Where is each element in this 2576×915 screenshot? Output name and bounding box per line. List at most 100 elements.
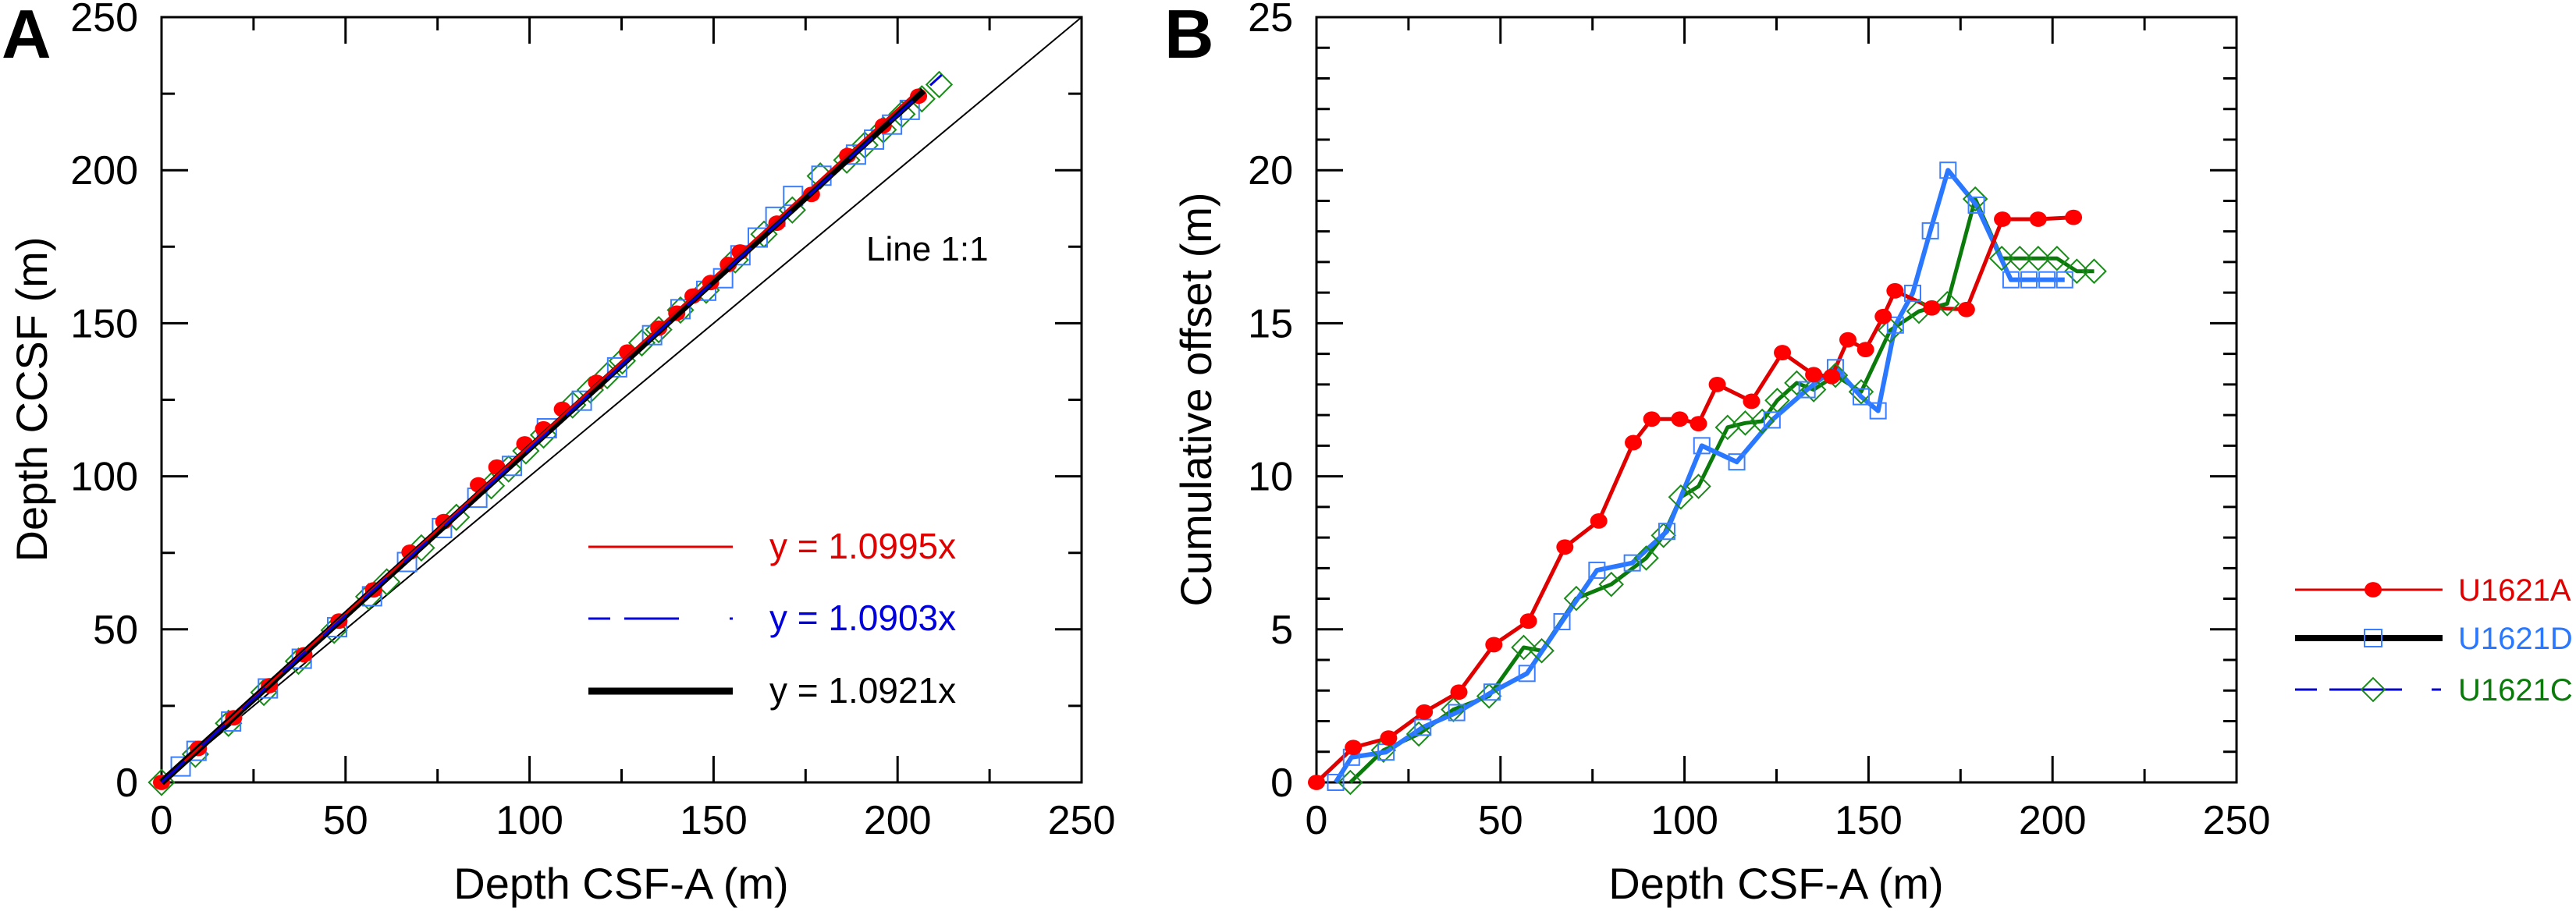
data-point-u1621a [1957,301,1975,317]
data-point-u1621a [1450,684,1468,700]
panel-a-x-axis-title: Depth CSF-A (m) [453,859,788,908]
panel-a-x-tick-label: 200 [864,798,932,843]
panel-b-y-tick-label: 20 [1248,148,1293,193]
data-point-u1621d [1588,562,1606,580]
panel-b-x-tick-label: 0 [1306,798,1328,843]
data-point-u1621c [373,568,401,596]
data-point-u1621d [1763,411,1781,429]
data-point-u1621c [1848,379,1874,405]
data-point-u1621c [1633,545,1659,571]
panel-b-y-tick-label: 25 [1248,0,1293,41]
data-point-u1621d [1869,402,1887,420]
data-point-u1621a [1308,775,1325,790]
panel-a-y-axis-title: Depth CCSF (m) [7,237,56,562]
data-point-u1621a [1345,739,1363,756]
data-point-u1621d [170,756,191,777]
panel-a-y-tick-label: 200 [70,148,138,193]
data-point-u1621a [1485,637,1503,653]
data-point-u1621c [407,534,435,562]
data-point-u1621d [747,227,768,248]
series-line-u1621a [1315,215,2074,784]
data-point-u1621d [2002,271,2020,289]
panel-a-x-tick-label: 150 [680,798,748,843]
panel-a-y-tick-label: 150 [70,301,138,346]
legend-b-label-u1621a: U1621A [2458,573,2571,608]
data-point-u1621a [2029,211,2047,227]
data-point-u1621c [1714,414,1741,441]
data-point-u1621c [1877,317,1903,343]
panel-b-x-tick-label: 150 [1835,798,1903,843]
data-point-u1621d [1903,284,1921,302]
data-point-u1621c [442,503,471,531]
data-point-u1621c [1650,523,1676,548]
panel-b-x-tick-label: 200 [2019,798,2087,843]
line-1-1 [161,16,1082,783]
data-point-u1621d [1658,523,1675,541]
data-point-u1621d [1327,774,1345,791]
data-point-u1621d [1939,161,1957,179]
data-point-u1621c [1529,638,1554,664]
panel-b-x-tick-label: 100 [1650,798,1718,843]
data-point-u1621a [1856,342,1874,358]
data-point-u1621c [1784,370,1810,396]
data-point-u1621c [1749,408,1775,434]
panel-a-label: A [2,0,52,73]
panel-a-x-tick-label: 50 [323,798,368,843]
data-point-u1621c [1935,291,1960,317]
panel-b-x-tick-label: 50 [1478,798,1523,843]
data-point-u1621d [1852,388,1870,406]
panel-b-plot: 0 50 100 150 200 250 0 5 10 15 20 25 [1248,0,2443,843]
data-point-u1621c [1598,571,1625,598]
panel-a-y-tick-label: 0 [115,761,138,806]
data-point-u1621a [1994,211,2012,227]
line-1-1-annotation: Line 1:1 [866,230,989,268]
data-point-u1621d [606,356,627,378]
data-point-u1621d [1553,612,1571,630]
data-point-u1621c [1988,245,2015,271]
panel-b-label: B [1164,0,1214,73]
data-point-u1621a [1590,512,1608,529]
panel-b-y-axis-title: Cumulative offset (m) [1171,192,1220,606]
data-point-u1621a [1874,308,1892,325]
panel-a-y-tick-label: 50 [93,608,138,653]
data-point-u1621d [571,390,592,411]
data-point-u1621a [2065,209,2083,225]
panel-b-x-axis-title: Depth CSF-A (m) [1608,859,1943,908]
legend-b-marker-u1621d [2364,629,2382,647]
regression-line-dashed [160,73,943,784]
data-point-u1621d [1967,196,1985,214]
data-point-u1621a [1774,345,1792,360]
data-point-u1621c [1370,737,1397,764]
legend-a-label-red: y = 1.0995x [769,526,956,566]
panel-a-y-tick-label: 100 [70,455,138,500]
panel-b-y-tick-label: 0 [1270,761,1293,806]
data-point-u1621c [1405,721,1432,747]
data-point-u1621d [1798,381,1816,399]
data-point-u1621c [1800,377,1827,403]
data-point-u1621a [1519,613,1537,630]
data-point-u1621a [1380,730,1398,747]
data-point-u1621c [2081,258,2107,284]
data-point-u1621c [925,70,954,98]
data-point-u1621a [1886,282,1904,299]
data-point-u1621d [1623,554,1641,572]
panel-a-y-tick-label: 250 [70,0,138,41]
legend-b-label-u1621d: U1621D [2458,622,2573,656]
legend-a-label-black: y = 1.0921x [769,670,956,711]
panel-a-x-tick-label: 250 [1048,798,1116,843]
panel-a-x-tick-label: 0 [151,798,173,843]
data-point-u1621d [1518,665,1536,683]
data-point-u1621c [1476,683,1502,709]
data-point-u1621a [1823,368,1841,385]
panel-b-x-tick-label: 250 [2203,798,2271,843]
data-point-u1621a [1671,411,1689,427]
data-point-u1621a [1743,393,1761,410]
data-point-u1621c [2044,245,2070,271]
data-point-u1621c [1668,484,1694,510]
data-point-u1621c [1511,634,1537,661]
data-point-u1621c [1686,473,1711,499]
data-point-u1621a [1556,539,1574,555]
legend-b-label-u1621c: U1621C [2458,673,2573,708]
data-point-u1621a [1416,704,1434,720]
data-point-u1621d [1448,704,1466,722]
